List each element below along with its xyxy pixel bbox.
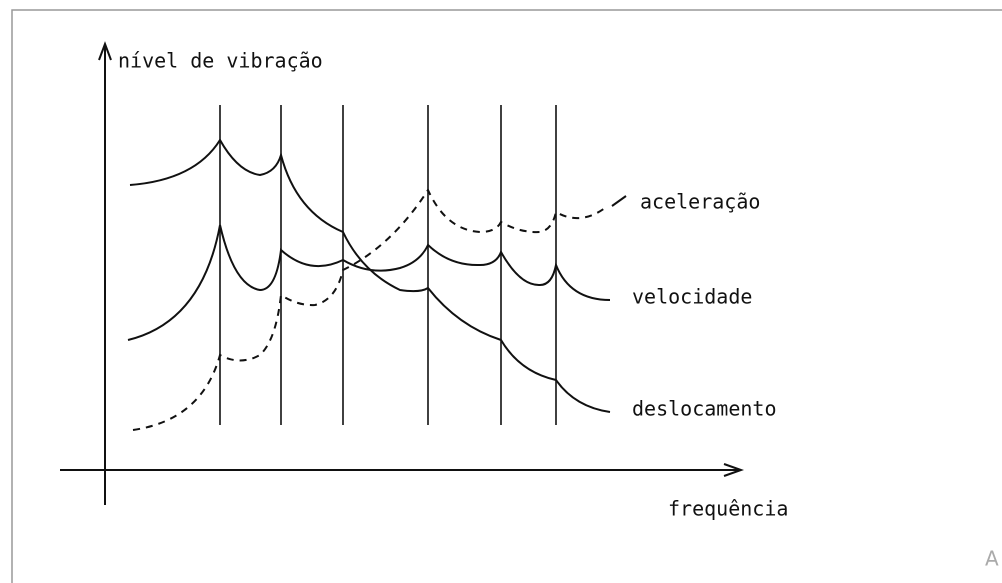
- acceleration-tick: [611, 195, 627, 207]
- y-axis-label: nível de vibração: [118, 49, 323, 73]
- acceleration-curve: [132, 187, 606, 431]
- curve-label: velocidade: [632, 285, 752, 309]
- resonance-lines: [219, 105, 557, 425]
- displacement-curve: [129, 138, 611, 413]
- velocity-curve: [127, 224, 611, 341]
- x-arrow: [723, 463, 745, 477]
- corner-text: A: [985, 547, 999, 571]
- x-axis-label: frequência: [668, 497, 788, 521]
- curve-label: deslocamento: [632, 397, 777, 421]
- y-arrow: [98, 41, 112, 61]
- frame: [11, 9, 1002, 583]
- curve-label: aceleração: [640, 190, 760, 214]
- axes: [60, 41, 745, 505]
